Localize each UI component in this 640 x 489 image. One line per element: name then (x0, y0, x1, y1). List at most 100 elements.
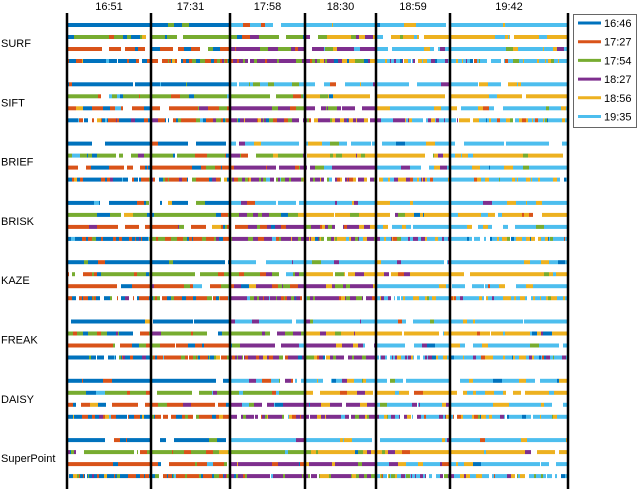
match-segment (514, 236, 515, 241)
match-segment (172, 450, 173, 455)
match-segment (402, 284, 404, 289)
match-segment (393, 82, 398, 87)
match-segment (414, 390, 423, 395)
match-segment (255, 414, 258, 419)
match-segment (68, 200, 70, 205)
match-segment (269, 236, 272, 241)
match-segment (71, 224, 73, 229)
match-segment (308, 474, 310, 479)
match-segment (419, 378, 425, 383)
match-segment (262, 331, 265, 336)
match-segment (504, 59, 505, 63)
match-segment (530, 474, 534, 479)
match-segment (199, 474, 201, 479)
match-segment (170, 165, 171, 170)
match-segment (504, 414, 505, 419)
match-segment (369, 355, 372, 360)
match-segment (126, 200, 133, 205)
match-segment (350, 284, 353, 289)
match-segment (377, 462, 383, 467)
match-segment (108, 319, 110, 324)
match-segment (337, 47, 346, 51)
match-segment (145, 224, 150, 229)
match-segment (121, 260, 123, 265)
match-segment (335, 296, 339, 301)
match-segment (424, 82, 426, 87)
match-segment (112, 118, 116, 123)
match-segment (461, 462, 464, 467)
match-segment (300, 296, 302, 301)
match-segment (348, 106, 354, 111)
match-segment (68, 355, 72, 360)
match-segment (169, 106, 172, 111)
match-segment (167, 296, 171, 301)
match-segment (325, 414, 326, 419)
match-segment (158, 236, 161, 241)
match-segment (192, 106, 197, 111)
match-segment (539, 177, 540, 182)
match-segment (160, 355, 163, 360)
match-segment (114, 35, 123, 39)
match-segment (314, 414, 317, 419)
match-segment (385, 331, 393, 336)
match-segment (299, 59, 302, 63)
match-segment (562, 390, 567, 395)
match-segment (83, 59, 84, 63)
match-segment (557, 414, 558, 419)
match-segment (101, 59, 104, 63)
match-segment (127, 82, 133, 87)
match-segment (554, 59, 558, 63)
match-segment (188, 82, 191, 87)
match-segment (272, 236, 276, 241)
match-segment (382, 141, 387, 146)
match-segment (476, 474, 480, 479)
match-segment (165, 414, 168, 419)
match-segment (101, 23, 104, 27)
match-segment (104, 474, 107, 479)
match-segment (356, 118, 357, 123)
match-segment (475, 200, 476, 205)
match-segment (227, 355, 229, 360)
match-segment (140, 118, 143, 123)
match-segment (78, 118, 79, 123)
match-segment (136, 438, 144, 443)
match-segment (182, 319, 183, 324)
match-segment (181, 331, 186, 336)
match-segment (267, 224, 271, 229)
match-segment (373, 82, 375, 87)
match-segment (239, 331, 243, 336)
match-segment (401, 236, 405, 241)
match-segment (530, 106, 537, 111)
match-segment (235, 331, 239, 336)
match-segment (196, 59, 200, 63)
match-segment (153, 82, 155, 87)
match-segment (306, 450, 311, 455)
match-segment (373, 177, 374, 182)
match-segment (465, 450, 473, 455)
match-segment (127, 165, 131, 170)
match-segment (377, 390, 381, 395)
match-segment (309, 343, 312, 348)
match-segment (200, 118, 203, 123)
match-segment (550, 319, 558, 324)
match-segment (457, 165, 465, 170)
match-segment (451, 153, 455, 158)
match-segment (318, 378, 323, 383)
match-segment (249, 82, 250, 87)
match-segment (451, 236, 452, 241)
match-segment (422, 94, 423, 99)
match-segment (510, 343, 518, 348)
match-segment (124, 212, 133, 217)
match-segment (118, 141, 127, 146)
match-segment (93, 355, 96, 360)
match-segment (519, 47, 527, 51)
match-segment (239, 390, 243, 395)
match-segment (464, 462, 473, 467)
match-segment (523, 200, 526, 205)
match-segment (500, 177, 504, 182)
match-segment (346, 402, 354, 407)
match-segment (350, 59, 352, 63)
match-segment (335, 236, 337, 241)
match-segment (331, 438, 337, 443)
match-segment (331, 378, 332, 383)
